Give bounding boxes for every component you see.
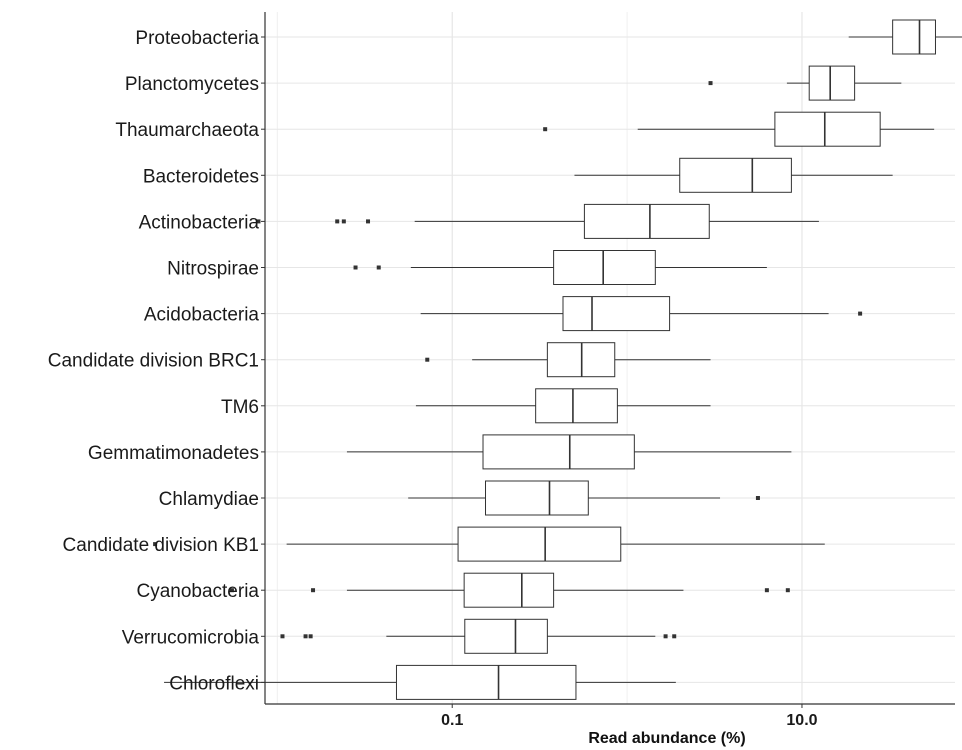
category-label: Cyanobacteria bbox=[136, 581, 259, 602]
box bbox=[583, 203, 710, 239]
boxplot-series bbox=[153, 19, 962, 700]
outlier-point bbox=[153, 542, 158, 547]
outlier-point bbox=[229, 588, 234, 593]
box bbox=[485, 480, 589, 516]
outlier-point bbox=[353, 265, 358, 270]
box-group bbox=[574, 157, 893, 193]
box-group bbox=[420, 296, 863, 332]
outlier-point bbox=[308, 634, 313, 639]
outlier-point bbox=[663, 634, 668, 639]
box-group bbox=[346, 434, 792, 470]
box bbox=[463, 572, 555, 608]
outlier-point bbox=[341, 219, 346, 224]
box-group bbox=[708, 65, 902, 101]
x-axis-title: Read abundance (%) bbox=[588, 730, 745, 747]
box bbox=[457, 526, 622, 562]
box-group bbox=[353, 250, 767, 285]
box bbox=[395, 664, 577, 700]
category-labels: Proteobacteria Planctomycetes Thaumarchaeo… bbox=[48, 28, 265, 694]
category-label: Gemmatimonadetes bbox=[88, 443, 259, 464]
outlier-point bbox=[672, 634, 677, 639]
outlier-point bbox=[858, 311, 863, 316]
box bbox=[679, 157, 792, 193]
x-axis-ticks: 0.1 10.0 bbox=[441, 704, 818, 729]
box-group bbox=[280, 618, 677, 654]
x-tick-label: 0.1 bbox=[441, 712, 463, 729]
category-label: Acidobacteria bbox=[144, 305, 260, 326]
outlier-point bbox=[256, 219, 261, 224]
category-label: Verrucomicrobia bbox=[122, 627, 260, 648]
box-group bbox=[408, 480, 760, 516]
category-label: Chloroflexi bbox=[169, 673, 259, 694]
category-label: Chlamydiae bbox=[159, 489, 259, 510]
box-group bbox=[425, 342, 711, 378]
category-label: Candidate division BRC1 bbox=[48, 351, 259, 372]
box bbox=[535, 388, 618, 424]
category-label: Thaumarchaeota bbox=[115, 120, 259, 141]
outlier-point bbox=[366, 219, 371, 224]
box-group bbox=[164, 664, 676, 700]
category-label: Actinobacteria bbox=[139, 212, 260, 233]
outlier-point bbox=[425, 357, 430, 362]
outlier-point bbox=[303, 634, 308, 639]
box-group bbox=[229, 572, 790, 608]
outlier-point bbox=[755, 496, 760, 500]
box bbox=[562, 296, 671, 332]
category-label: Candidate division KB1 bbox=[63, 535, 259, 556]
category-label: Planctomycetes bbox=[125, 74, 259, 95]
box-group bbox=[415, 388, 711, 424]
box bbox=[482, 434, 635, 470]
outlier-point bbox=[708, 81, 713, 86]
outlier-point bbox=[376, 265, 381, 270]
box bbox=[892, 19, 936, 55]
box bbox=[553, 250, 656, 285]
box-group bbox=[256, 203, 819, 239]
category-label: Proteobacteria bbox=[135, 28, 259, 49]
outlier-point bbox=[335, 219, 340, 224]
outlier-point bbox=[311, 588, 316, 593]
outlier-point bbox=[280, 634, 285, 639]
box-group bbox=[543, 111, 935, 147]
outlier-point bbox=[764, 588, 769, 593]
category-label: Bacteroidetes bbox=[143, 166, 259, 187]
outlier-point bbox=[543, 127, 548, 132]
box-group bbox=[153, 526, 825, 562]
box bbox=[808, 65, 856, 101]
outlier-point bbox=[785, 588, 790, 593]
category-label: Nitrospirae bbox=[167, 259, 259, 280]
box bbox=[774, 111, 881, 147]
box-group bbox=[848, 19, 962, 55]
category-label: TM6 bbox=[221, 397, 259, 418]
box bbox=[464, 618, 548, 654]
x-tick-label: 10.0 bbox=[786, 712, 817, 729]
